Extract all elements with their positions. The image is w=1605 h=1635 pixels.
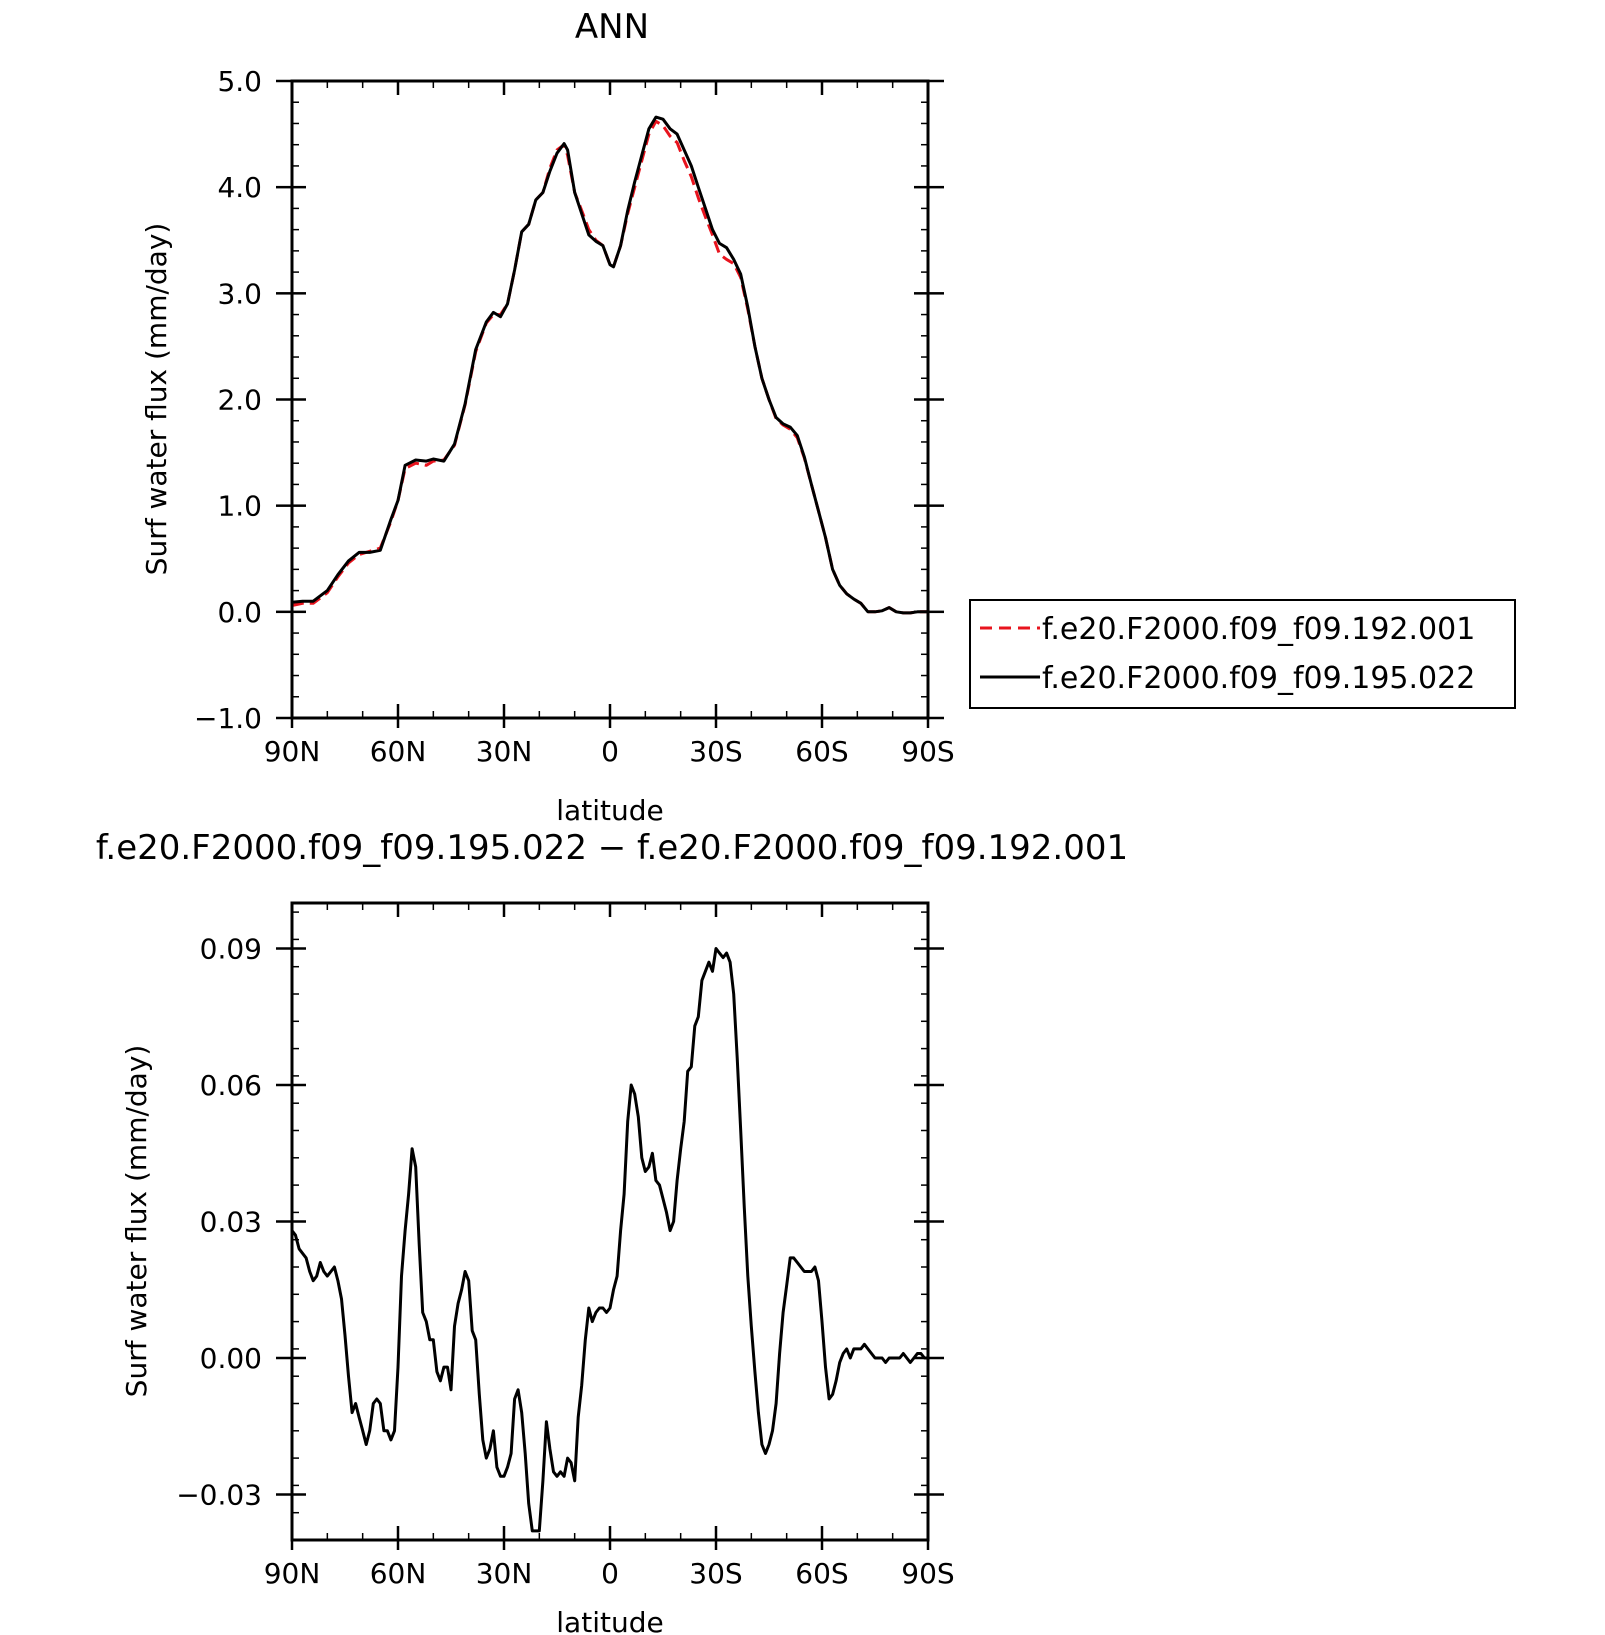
top-x-tick-label: 90N: [264, 735, 321, 768]
bottom-panel: f.e20.F2000.f09_f09.195.022 − f.e20.F200…: [96, 828, 1128, 1635]
bottom-x-tick-label: 0: [601, 1557, 619, 1590]
top-panel: ANN 90N 60N 30N 0 30S 60S 90S −1.0 0.0 1.0 2.0 3.0 4…: [140, 7, 1516, 827]
top-series-layer: [291, 115, 928, 615]
bottom-y-tick-label: 0.03: [200, 1206, 262, 1239]
top-plot-frame: [290, 79, 930, 720]
bottom-x-tick-label: 90S: [901, 1557, 954, 1590]
bottom-tick-layer: 90N 60N 30N 0 30S 60S 90S −0.03 0.00 0.03 0.06 0.09: [176, 903, 955, 1590]
top-x-tick-label: 30S: [689, 735, 742, 768]
top-x-tick-label: 90S: [901, 735, 954, 768]
top-y-tick-label: −1.0: [194, 702, 262, 735]
bottom-x-tick-label: 90N: [264, 1557, 321, 1590]
top-y-tick-label: 1.0: [217, 490, 262, 523]
top-y-tick-label: 5.0: [217, 65, 262, 98]
bottom-x-tick-label: 60S: [795, 1557, 848, 1590]
top-y-tick-label: 2.0: [217, 384, 262, 417]
legend-label-series-1: f.e20.F2000.f09_f09.192.001: [1042, 612, 1475, 647]
top-x-tick-label: 0: [601, 735, 619, 768]
top-x-axis-title: latitude: [556, 794, 663, 827]
bottom-y-tick-label: 0.06: [200, 1069, 262, 1102]
bottom-x-tick-label: 60N: [370, 1557, 427, 1590]
bottom-y-tick-label: −0.03: [176, 1479, 262, 1512]
top-x-tick-label: 60N: [370, 735, 427, 768]
bottom-y-tick-label: 0.09: [200, 933, 262, 966]
bottom-series-layer: [290, 947, 928, 1533]
top-y-axis-title: Surf water flux (mm/day): [140, 223, 173, 576]
top-chart-title: ANN: [575, 7, 649, 47]
legend-box: [969, 599, 1516, 709]
bottom-chart-title: f.e20.F2000.f09_f09.195.022 − f.e20.F200…: [96, 828, 1128, 868]
top-x-tick-label: 60S: [795, 735, 848, 768]
top-y-tick-label: 4.0: [217, 171, 262, 204]
bottom-series-line-1: [290, 947, 928, 1533]
legend-label-series-2: f.e20.F2000.f09_f09.195.022: [1042, 661, 1475, 696]
bottom-plot-frame: [290, 901, 930, 1542]
top-x-tick-label: 30N: [476, 735, 533, 768]
bottom-y-tick-label: 0.00: [200, 1342, 262, 1375]
bottom-x-tick-label: 30S: [689, 1557, 742, 1590]
bottom-x-axis-title: latitude: [556, 1606, 663, 1635]
bottom-x-tick-label: 30N: [476, 1557, 533, 1590]
top-tick-layer: 90N 60N 30N 0 30S 60S 90S −1.0 0.0 1.0 2.0 3.0 4.0 5.…: [194, 65, 955, 768]
top-series-line-2: [291, 115, 928, 615]
top-series-line-1: [291, 119, 928, 615]
top-y-tick-label: 3.0: [217, 277, 262, 310]
bottom-y-axis-title: Surf water flux (mm/day): [120, 1045, 153, 1398]
top-y-tick-label: 0.0: [217, 596, 262, 629]
legend: f.e20.F2000.f09_f09.192.001 f.e20.F2000.…: [969, 599, 1516, 709]
